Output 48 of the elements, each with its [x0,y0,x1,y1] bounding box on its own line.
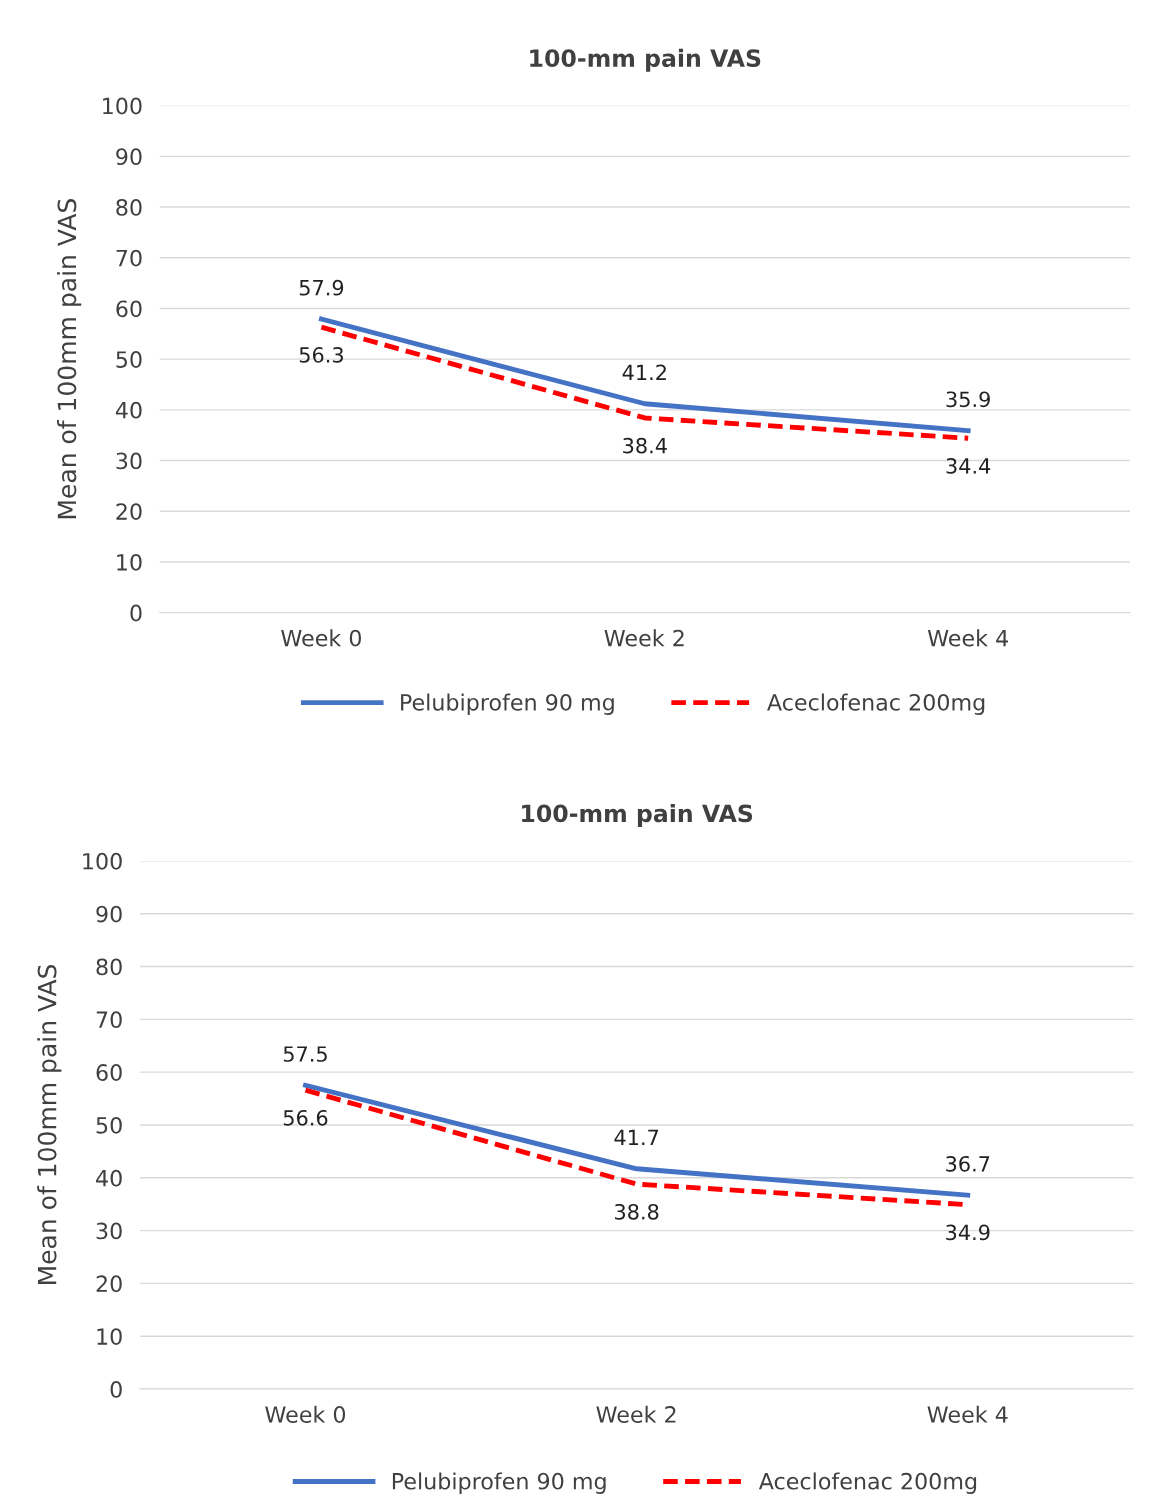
data-label: 57.9 [299,279,344,296]
y-tick-label: 50 [96,1116,122,1134]
y-tick-label: 30 [96,1222,122,1240]
data-label: 56.3 [299,347,343,363]
x-tick-label: Week 4 [927,1405,1008,1423]
legend-label: Aceclofenac 200mg [767,693,985,715]
data-label: 35.9 [946,391,990,408]
y-tick-label: 20 [116,503,142,521]
y-tick-label: 80 [116,198,142,216]
y-tick-label: 80 [96,958,122,976]
y-tick-label: 60 [96,1064,122,1081]
y-tick-label: 30 [116,452,142,470]
data-label: 38.8 [615,1203,659,1220]
y-axis-title: Mean of 100mm pain VAS [57,199,82,519]
y-tick-label: 90 [96,905,122,923]
y-tick-label: 10 [97,1328,122,1345]
data-label: 57.5 [283,1046,327,1062]
data-label: 34.9 [946,1224,990,1241]
x-tick-label: Week 4 [927,629,1008,647]
y-tick-label: 10 [117,553,142,571]
y-axis-title: Mean of 100mm pain VAS [37,964,62,1284]
y-tick-label: 100 [103,97,142,115]
data-label: 38.4 [623,437,667,454]
y-tick-label: 90 [116,148,142,166]
data-label: 41.7 [614,1129,659,1146]
y-tick-label: 40 [115,401,142,419]
legend-label: Pelubiprofen 90 mg [401,693,614,715]
y-tick-label: 60 [116,300,142,318]
y-tick-label: 0 [110,1380,122,1398]
legend-label: Pelubiprofen 90 mg [392,1472,606,1494]
y-tick-label: 40 [96,1169,122,1187]
y-tick-label: 0 [130,604,142,622]
legend-label: Aceclofenac 200mg [758,1472,977,1494]
y-tick-label: 70 [116,249,142,267]
chart-title: 100-mm pain VAS [530,48,761,72]
x-tick-label: Week 2 [604,629,684,647]
data-label: 56.6 [283,1109,328,1126]
x-tick-label: Week 0 [265,1405,346,1423]
data-label: 36.7 [946,1155,990,1172]
y-tick-label: 20 [96,1275,122,1293]
x-tick-label: Week 0 [281,629,361,647]
data-label: 34.4 [946,458,991,474]
y-tick-label: 100 [83,852,122,870]
y-tick-label: 50 [116,351,142,368]
x-tick-label: Week 2 [596,1405,676,1423]
data-label: 41.2 [622,364,666,380]
y-tick-label: 70 [96,1011,122,1029]
chart-title: 100-mm pain VAS [522,804,753,827]
